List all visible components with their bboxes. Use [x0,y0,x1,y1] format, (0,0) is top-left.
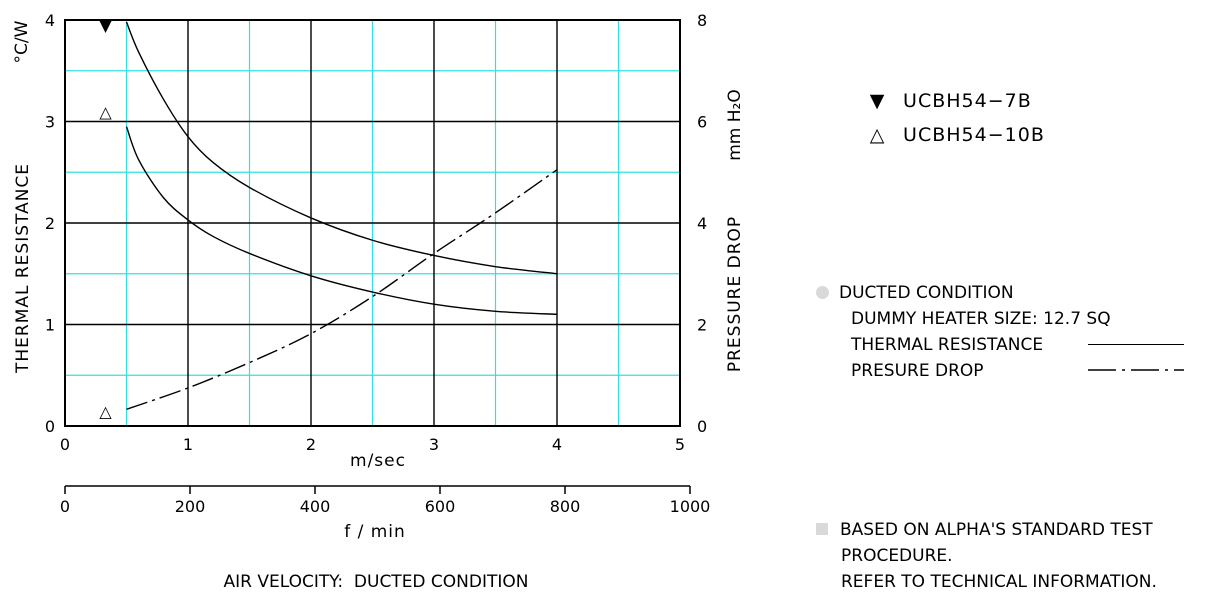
secondary-x-tick-label: 0 [60,497,70,516]
x-tick-label: 1 [183,435,193,454]
y-right-tick-label: 8 [697,11,707,30]
open-triangle-marker: △ [99,402,112,421]
y-left-tick-label: 4 [45,11,55,30]
open-triangle-marker: △ [99,102,112,121]
filled-triangle-marker: ▼ [99,16,112,35]
chart-caption: AIR VELOCITY: DUCTED CONDITION [224,572,529,592]
legend: ▼ UCBH54−7B △ UCBH54−10B [857,88,1045,148]
x-tick-label: 2 [306,435,316,454]
thermal-legend-row: THERMAL RESISTANCE [816,332,1184,358]
y-right-tick-label: 0 [697,417,707,436]
secondary-x-tick-label: 200 [175,497,206,516]
secondary-x-tick-label: 400 [300,497,331,516]
solid-line-icon [1088,344,1184,345]
y-left-axis-label: THERMAL RESISTANCE [13,163,33,374]
series-line-ucbh54-10b [125,126,558,316]
markers: ▼ △ △ [99,16,112,421]
series-line-presure-drop [126,169,558,410]
y-left-tick-label: 2 [45,214,55,233]
x-tick-label: 4 [552,435,562,454]
condition-block: DUCTED CONDITION DUMMY HEATER SIZE: 12.7… [816,280,1184,384]
legend-item-ucbh54-7b: ▼ UCBH54−7B [857,88,1045,114]
pressure-legend-label: PRESURE DROP [851,361,984,381]
major-grid [65,20,680,426]
series-line-ucbh54-7b [125,21,558,275]
thermal-legend-label: THERMAL RESISTANCE [851,335,1044,355]
note-block: BASED ON ALPHA'S STANDARD TEST PROCEDURE… [816,517,1157,595]
bullet-dot-icon [816,286,829,299]
note-text-1: BASED ON ALPHA'S STANDARD TEST [840,520,1153,540]
legend-item-ucbh54-10b: △ UCBH54−10B [857,122,1045,148]
y-left-tick-label: 0 [45,417,55,436]
x-axis-unit: m/sec [350,451,406,471]
condition-title-row: DUCTED CONDITION [816,280,1111,306]
y-right-tick-label: 2 [697,316,707,335]
heater-size: DUMMY HEATER SIZE: 12.7 SQ [851,309,1111,329]
y-right-tick-label: 6 [697,113,707,132]
legend-label: UCBH54−10B [903,124,1045,146]
x-tick-label: 0 [60,435,70,454]
secondary-x-ticks: 0 200 400 600 800 1000 [60,486,710,516]
x-tick-label: 5 [675,435,685,454]
condition-title: DUCTED CONDITION [839,283,1014,303]
y-left-unit: °C/W [12,20,32,63]
secondary-x-tick-label: 800 [550,497,581,516]
pressure-legend-row: PRESURE DROP [816,358,1184,384]
secondary-x-tick-label: 1000 [670,497,711,516]
y-right-axis-label: PRESSURE DROP [725,216,745,372]
legend-label: UCBH54−7B [903,90,1032,112]
x-tick-label: 3 [429,435,439,454]
y-left-tick-label: 1 [45,316,55,335]
bullet-square-icon [816,523,828,535]
y-right-tick-label: 4 [697,214,707,233]
secondary-x-tick-label: 600 [425,497,456,516]
y-left-tick-label: 3 [45,113,55,132]
dash-dot-line-icon [1088,369,1184,371]
curves [125,21,558,410]
note-line-1: BASED ON ALPHA'S STANDARD TEST [816,517,1157,543]
note-line-2: PROCEDURE. [841,546,953,566]
filled-triangle-icon: ▼ [869,90,885,112]
plot-frame [64,19,681,427]
y-right-unit: mm H₂O [725,89,745,161]
open-triangle-icon: △ [869,124,885,146]
note-line-3: REFER TO TECHNICAL INFORMATION. [841,572,1157,592]
secondary-x-axis-unit: f / min [344,522,406,542]
